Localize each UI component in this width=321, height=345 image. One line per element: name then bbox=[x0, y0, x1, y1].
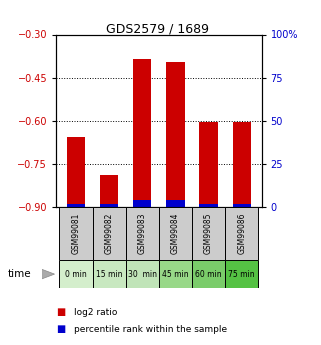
Text: 45 min: 45 min bbox=[162, 270, 189, 279]
Text: log2 ratio: log2 ratio bbox=[74, 308, 117, 317]
Bar bbox=[59, 260, 93, 288]
Text: GSM99082: GSM99082 bbox=[105, 213, 114, 254]
Bar bbox=[93, 260, 126, 288]
Text: 0 min: 0 min bbox=[65, 270, 87, 279]
Bar bbox=[126, 260, 159, 288]
Bar bbox=[225, 260, 258, 288]
Text: GSM99083: GSM99083 bbox=[138, 213, 147, 255]
Text: 75 min: 75 min bbox=[229, 270, 255, 279]
Bar bbox=[225, 207, 258, 260]
Bar bbox=[59, 207, 93, 260]
Bar bbox=[233, 204, 251, 207]
Bar bbox=[100, 204, 118, 207]
Bar bbox=[100, 175, 118, 207]
Text: time: time bbox=[8, 269, 32, 279]
Bar bbox=[233, 122, 251, 207]
Text: percentile rank within the sample: percentile rank within the sample bbox=[74, 325, 227, 334]
Bar bbox=[133, 59, 152, 207]
Bar bbox=[126, 207, 159, 260]
Text: 15 min: 15 min bbox=[96, 270, 122, 279]
Bar bbox=[133, 200, 152, 207]
Bar bbox=[166, 200, 185, 207]
Text: GSM99086: GSM99086 bbox=[237, 213, 246, 255]
Text: 60 min: 60 min bbox=[195, 270, 222, 279]
Text: GDS2579 / 1689: GDS2579 / 1689 bbox=[106, 22, 209, 36]
Bar bbox=[192, 207, 225, 260]
Text: GSM99085: GSM99085 bbox=[204, 213, 213, 255]
Bar bbox=[199, 204, 218, 207]
Bar bbox=[192, 260, 225, 288]
Polygon shape bbox=[42, 269, 55, 279]
Bar bbox=[93, 207, 126, 260]
Bar bbox=[67, 204, 85, 207]
Text: 30  min: 30 min bbox=[128, 270, 157, 279]
Bar bbox=[166, 62, 185, 207]
Bar bbox=[159, 207, 192, 260]
Text: ■: ■ bbox=[56, 307, 65, 317]
Text: GSM99084: GSM99084 bbox=[171, 213, 180, 255]
Bar bbox=[159, 260, 192, 288]
Text: ■: ■ bbox=[56, 325, 65, 334]
Bar bbox=[67, 137, 85, 207]
Bar bbox=[199, 122, 218, 207]
Text: GSM99081: GSM99081 bbox=[72, 213, 81, 254]
